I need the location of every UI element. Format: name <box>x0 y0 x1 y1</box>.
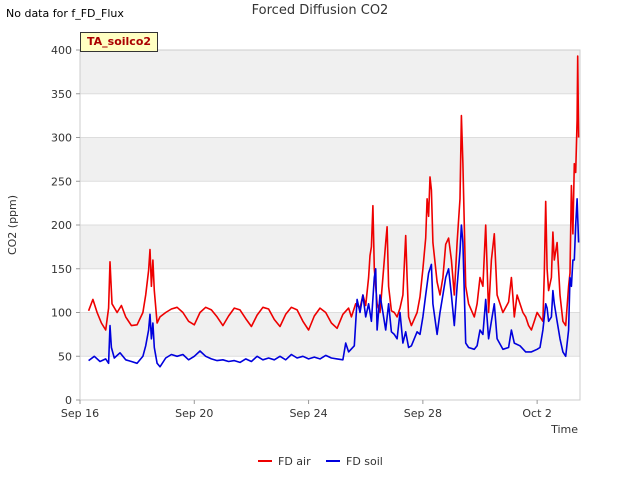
x-tick-label-2: Sep 24 <box>289 407 327 420</box>
no-data-note: No data for f_FD_Flux <box>6 7 124 20</box>
y-tick-label-100: 100 <box>51 307 72 320</box>
legend-label-fd-soil: FD soil <box>346 455 383 468</box>
x-tick-label-3: Sep 28 <box>404 407 442 420</box>
series-line-fd-air <box>87 55 580 331</box>
x-tick-label-4: Oct 2 <box>522 407 552 420</box>
x-tick-label-1: Sep 20 <box>175 407 213 420</box>
y-tick-label-250: 250 <box>51 175 72 188</box>
y-tick-label-150: 150 <box>51 263 72 276</box>
y-tick-label-200: 200 <box>51 219 72 232</box>
x-tick-label-0: Sep 16 <box>61 407 99 420</box>
grid-band-250-300 <box>80 137 580 182</box>
y-tick-label-400: 400 <box>51 44 72 57</box>
x-axis-label: Time <box>550 423 578 436</box>
y-tick-label-350: 350 <box>51 88 72 101</box>
y-axis-label: CO2 (ppm) <box>6 195 19 255</box>
legend-label-fd-air: FD air <box>278 455 311 468</box>
y-tick-label-0: 0 <box>65 394 72 407</box>
y-tick-label-300: 300 <box>51 132 72 145</box>
chart-title: Forced Diffusion CO2 <box>251 3 389 18</box>
legend: FD air FD soil <box>258 455 383 468</box>
grid-band-150-200 <box>80 225 580 269</box>
site-tag-label: TA_soilco2 <box>80 32 159 52</box>
grid-band-350-400 <box>80 50 580 94</box>
y-tick-label-50: 50 <box>58 350 72 363</box>
series-line-fd-soil <box>88 198 580 368</box>
